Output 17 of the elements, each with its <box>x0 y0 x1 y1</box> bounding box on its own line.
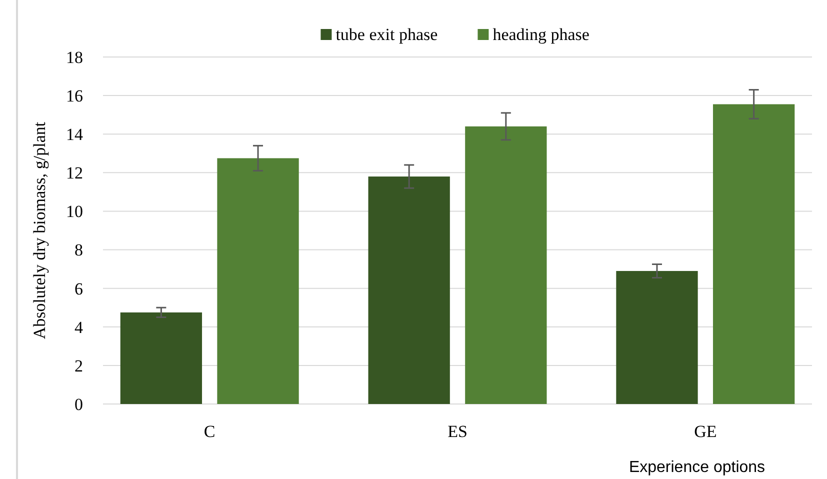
x-tick-label: GE <box>694 422 717 441</box>
y-tick-label: 12 <box>66 164 83 183</box>
y-tick-label: 16 <box>66 86 83 106</box>
y-axis-title: Absolutely dry biomass, g/plant <box>30 122 49 340</box>
y-tick-label: 18 <box>66 48 83 67</box>
y-tick-label: 10 <box>66 202 83 222</box>
y-tick-label: 4 <box>74 318 84 337</box>
y-tick-label: 8 <box>74 240 83 260</box>
x-tick-label: ES <box>448 422 468 441</box>
y-tick-label: 6 <box>74 279 83 298</box>
y-tick-label: 14 <box>66 125 84 144</box>
legend-label: tube exit phase <box>336 25 438 44</box>
x-tick-label: C <box>204 422 216 441</box>
legend-label: heading phase <box>492 25 590 44</box>
y-tick-label: 2 <box>74 356 83 376</box>
y-tick-label: 0 <box>74 394 83 414</box>
x-axis-title: Experience options <box>628 459 766 476</box>
